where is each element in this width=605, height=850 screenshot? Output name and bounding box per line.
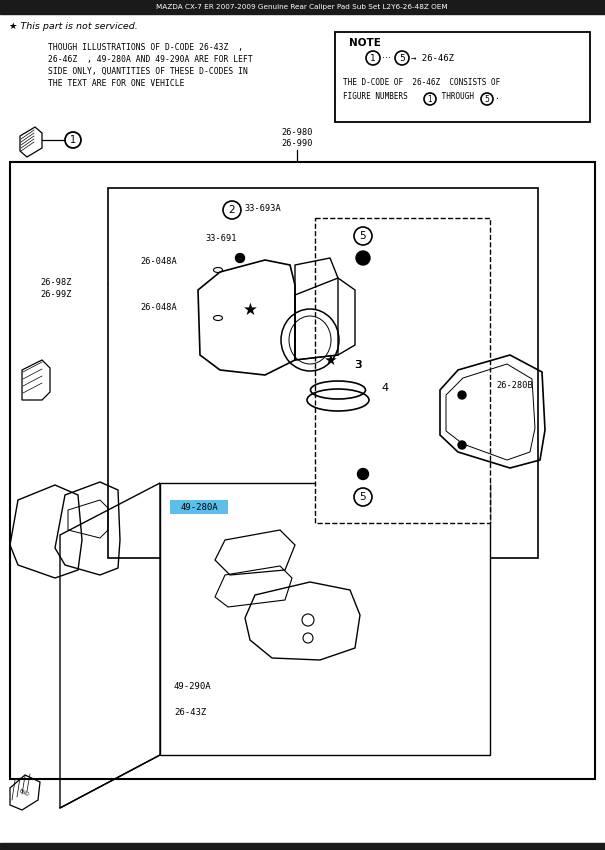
- Text: → 26-46Z: → 26-46Z: [411, 54, 454, 63]
- Text: 1: 1: [370, 54, 376, 63]
- Text: THROUGH: THROUGH: [437, 92, 479, 101]
- Text: 49-290A: 49-290A: [174, 682, 212, 691]
- Circle shape: [235, 253, 244, 263]
- Bar: [0, 0, 605, 14]
- Text: 33-691: 33-691: [205, 234, 237, 242]
- Text: 3: 3: [355, 360, 361, 370]
- FancyBboxPatch shape: [170, 500, 228, 514]
- Text: 33-693A: 33-693A: [244, 203, 281, 212]
- Text: SIDE ONLY, QUANTITIES OF THESE D-CODES IN: SIDE ONLY, QUANTITIES OF THESE D-CODES I…: [48, 67, 248, 76]
- Bar: [0, 843, 605, 850]
- Text: 1: 1: [70, 135, 76, 145]
- Bar: [10, 162, 595, 779]
- Text: 26-980: 26-980: [281, 128, 313, 137]
- Text: 26-46Z  , 49-280A AND 49-290A ARE FOR LEFT: 26-46Z , 49-280A AND 49-290A ARE FOR LEF…: [48, 55, 253, 64]
- Circle shape: [65, 132, 81, 148]
- Circle shape: [354, 488, 372, 506]
- Text: ···: ···: [382, 53, 391, 63]
- Text: 26-98Z: 26-98Z: [40, 278, 71, 287]
- Text: 5: 5: [360, 231, 366, 241]
- Text: ★: ★: [243, 301, 258, 319]
- Circle shape: [349, 356, 367, 374]
- Text: THE D-CODE OF  26-46Z  CONSISTS OF: THE D-CODE OF 26-46Z CONSISTS OF: [343, 78, 500, 87]
- Text: .: .: [494, 92, 499, 101]
- Text: 4: 4: [381, 383, 388, 393]
- Text: 5: 5: [399, 54, 405, 63]
- Text: THE TEXT ARE FOR ONE VEHICLE: THE TEXT ARE FOR ONE VEHICLE: [48, 79, 185, 88]
- Text: MAZDA CX-7 ER 2007-2009 Genuine Rear Caliper Pad Sub Set L2Y6-26-48Z OEM: MAZDA CX-7 ER 2007-2009 Genuine Rear Cal…: [156, 4, 448, 10]
- Circle shape: [354, 227, 372, 245]
- Text: 26-048A: 26-048A: [140, 258, 177, 267]
- Circle shape: [481, 93, 493, 105]
- Text: 26-990: 26-990: [281, 139, 313, 148]
- Text: 26-048A: 26-048A: [140, 303, 177, 313]
- Text: 1: 1: [428, 94, 433, 104]
- Text: FIGURE NUMBERS: FIGURE NUMBERS: [343, 92, 413, 101]
- Text: 5: 5: [485, 94, 489, 104]
- Circle shape: [458, 441, 466, 449]
- Bar: [108, 188, 538, 558]
- Circle shape: [356, 251, 370, 265]
- Text: THOUGH ILLUSTRATIONS OF D-CODE 26-43Z  ,: THOUGH ILLUSTRATIONS OF D-CODE 26-43Z ,: [48, 43, 243, 52]
- Text: 2: 2: [229, 205, 235, 215]
- Circle shape: [223, 201, 241, 219]
- Text: 3: 3: [355, 360, 362, 370]
- Text: 26-280B: 26-280B: [496, 381, 533, 389]
- Text: 5: 5: [360, 492, 366, 502]
- Text: NOTE: NOTE: [349, 38, 381, 48]
- Text: 26-43Z: 26-43Z: [174, 708, 206, 717]
- Circle shape: [358, 468, 368, 479]
- Bar: [315, 218, 490, 523]
- Bar: [335, 32, 590, 122]
- Circle shape: [424, 93, 436, 105]
- Circle shape: [458, 391, 466, 399]
- Text: 26-99Z: 26-99Z: [40, 290, 71, 299]
- Bar: [160, 483, 490, 755]
- Circle shape: [395, 51, 409, 65]
- Text: 3: 3: [355, 360, 362, 370]
- Circle shape: [366, 51, 380, 65]
- Text: 49-280A: 49-280A: [180, 502, 218, 512]
- Text: ★: ★: [323, 353, 337, 367]
- Text: END: END: [18, 789, 30, 797]
- Text: ★ This part is not serviced.: ★ This part is not serviced.: [9, 22, 138, 31]
